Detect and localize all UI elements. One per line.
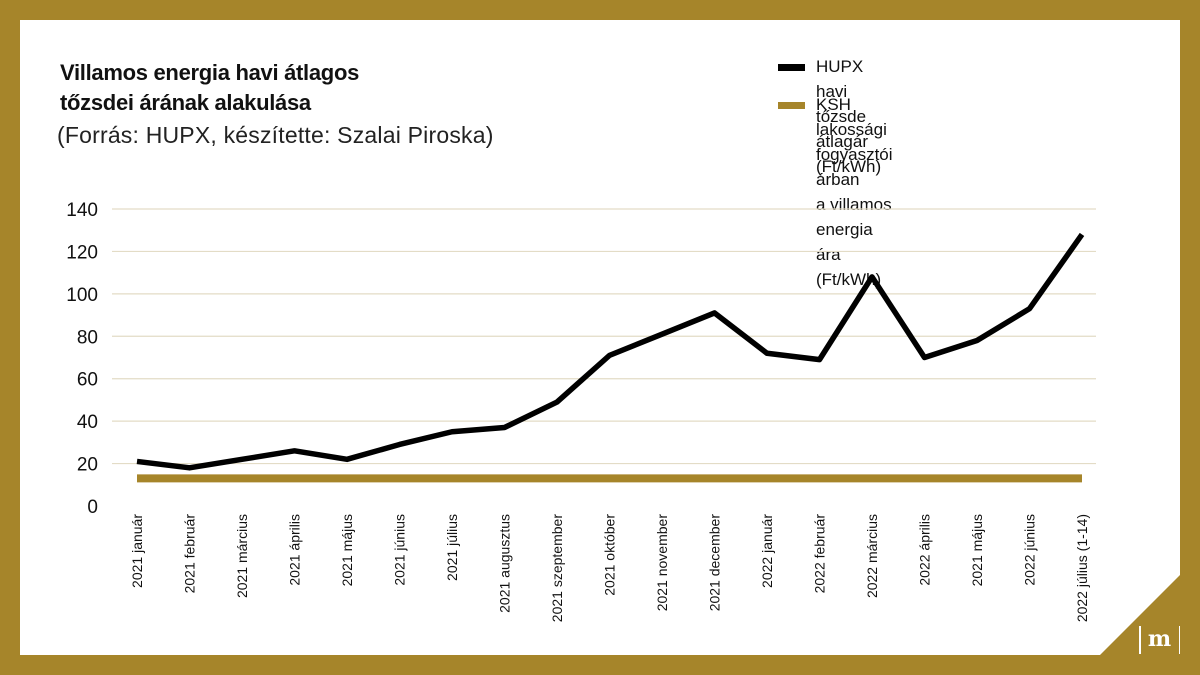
y-tick-label: 0 xyxy=(87,497,98,518)
x-tick-label: 2021 április xyxy=(287,514,303,586)
chart-subtitle: (Forrás: HUPX, készítette: Szalai Pirosk… xyxy=(57,122,494,148)
x-tick-label: 2021 december xyxy=(707,514,723,612)
x-tick-label: 2022 július (1-14) xyxy=(1074,514,1090,622)
x-tick-label: 2021 augusztus xyxy=(497,514,513,613)
chart-title-line2: tőzsdei árának alakulása xyxy=(60,90,311,115)
y-tick-label: 40 xyxy=(77,412,98,433)
x-tick-label: 2021 november xyxy=(654,514,670,612)
x-tick-label: 2021 június xyxy=(392,514,408,586)
x-tick-label: 2022 április xyxy=(917,514,933,586)
y-tick-label: 120 xyxy=(66,242,98,263)
series-line-hupx xyxy=(136,232,1085,471)
x-tick-label: 2021 május xyxy=(339,514,355,586)
y-tick-label: 140 xyxy=(66,200,98,221)
y-tick-label: 20 xyxy=(77,455,98,476)
x-tick-label: 2021 május xyxy=(969,514,985,586)
legend-swatch-hupx xyxy=(778,64,805,71)
brand-logo-letter: m xyxy=(1147,626,1172,652)
x-tick-label: 2022 február xyxy=(812,514,828,594)
y-tick-label: 80 xyxy=(77,327,98,348)
x-tick-label: 2022 január xyxy=(759,514,775,588)
chart-title: Villamos energia havi átlagos tőzsdei ár… xyxy=(60,58,359,118)
x-tick-label: 2021 október xyxy=(602,514,618,596)
legend-swatch-ksh xyxy=(778,102,805,109)
x-tick-label: 2022 március xyxy=(864,514,880,598)
brand-logo: m xyxy=(1137,622,1182,658)
x-tick-label: 2021 február xyxy=(182,514,198,594)
legend-label-hupx: HUPX havi tőzsde átlagár (Ft/kWh) xyxy=(816,57,882,176)
x-tick-label: 2022 június xyxy=(1022,514,1038,586)
y-tick-label: 60 xyxy=(77,370,98,391)
x-tick-label: 2021 március xyxy=(234,514,250,598)
x-tick-label: 2021 július xyxy=(444,514,460,581)
chart-title-line1: Villamos energia havi átlagos xyxy=(60,60,360,85)
x-tick-label: 2021 január xyxy=(129,514,145,588)
y-tick-label: 100 xyxy=(66,285,98,306)
x-tick-label: 2021 szeptember xyxy=(549,514,565,623)
